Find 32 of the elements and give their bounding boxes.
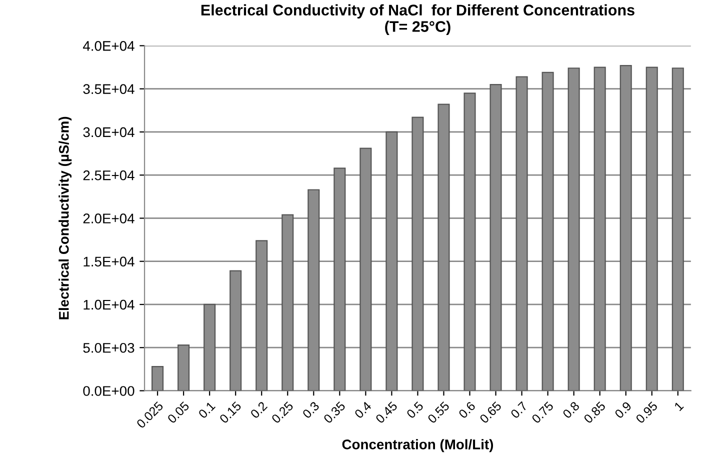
y-tick-label: 1.0E+04 xyxy=(84,300,134,310)
x-tick-label: 0.9 xyxy=(614,401,632,419)
chart-title: Electrical Conductivity of NaCl for Different Concentrations (T= 25°C) xyxy=(201,4,634,35)
x-tick-label: 0.85 xyxy=(583,401,606,424)
x-tick-label: 0.1 xyxy=(198,401,216,419)
y-tick-label: 3.0E+04 xyxy=(83,127,134,138)
x-tick-label: 0.6 xyxy=(458,401,476,419)
x-tick-label: 0.55 xyxy=(427,401,450,424)
y-tick-label: 0.0E+00 xyxy=(83,386,134,396)
x-axis-title: Concentration (Mol/Lit) xyxy=(342,439,494,452)
x-tick-label: 1 xyxy=(674,401,684,412)
x-tick-label: 0.45 xyxy=(375,401,398,424)
x-tick-label: 0.2 xyxy=(250,401,268,419)
x-tick-label: 0.75 xyxy=(531,401,554,424)
y-tick-label: 1.5E+04 xyxy=(84,256,134,267)
x-tick-label: 0.3 xyxy=(302,401,320,419)
x-tick-label: 0.8 xyxy=(562,401,580,419)
x-tick-label: 0.65 xyxy=(479,401,502,424)
x-tick-label: 0.05 xyxy=(166,401,190,424)
x-tick-label: 0.7 xyxy=(510,401,528,419)
y-tick-label: 4.0E+04 xyxy=(82,41,134,51)
y-tick-label: 3.5E+04 xyxy=(83,84,134,94)
x-tick-label: 0.35 xyxy=(323,401,346,424)
x-tick-label: 0.95 xyxy=(635,401,658,424)
y-axis-title: Electrical Conductivity (µS/cm) xyxy=(58,116,72,320)
y-tick-label: 5.0E+03 xyxy=(83,342,134,353)
x-tick-label: 0.5 xyxy=(406,401,424,419)
y-tick-label: 2.5E+04 xyxy=(83,170,134,180)
x-tick-label: 0.15 xyxy=(218,401,242,424)
y-tick-label: 2.0E+04 xyxy=(83,214,134,224)
x-tick-label: 0.25 xyxy=(271,401,294,424)
x-tick-label: 0.4 xyxy=(354,400,372,419)
